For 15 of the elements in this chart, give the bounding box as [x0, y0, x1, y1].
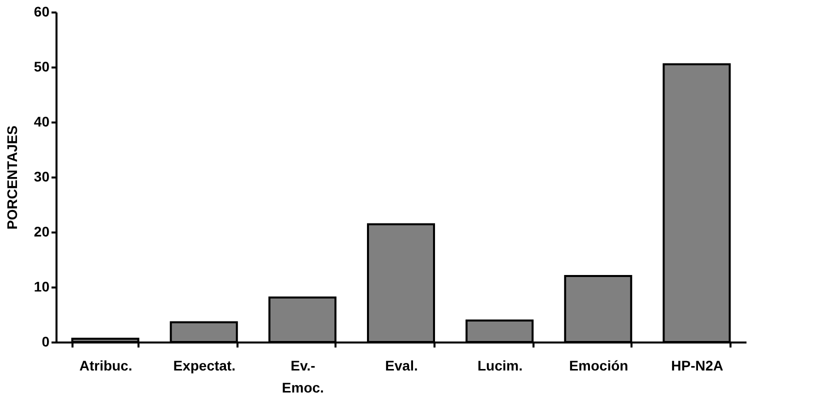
x-tick-label: Ev.- Emoc. [282, 358, 324, 396]
x-tick-label: HP-N2A [671, 358, 724, 374]
y-tick-label: 50 [34, 58, 50, 74]
y-tick-label: 60 [34, 4, 50, 20]
y-tick-label: 0 [42, 334, 50, 350]
y-tick-label: 40 [34, 114, 50, 130]
x-tick-label: Atribuc. [79, 358, 132, 374]
y-axis-title: PORCENTAJES [4, 126, 20, 230]
y-tick-label: 30 [34, 168, 50, 184]
x-tick-label: Expectat. [173, 358, 236, 374]
y-tick-label: 20 [34, 224, 50, 240]
x-tick-label: Emoción [569, 358, 628, 374]
x-tick-label: Eval. [385, 358, 418, 374]
x-tick-label: Lucim. [478, 358, 523, 374]
y-tick-label: 10 [34, 278, 50, 294]
